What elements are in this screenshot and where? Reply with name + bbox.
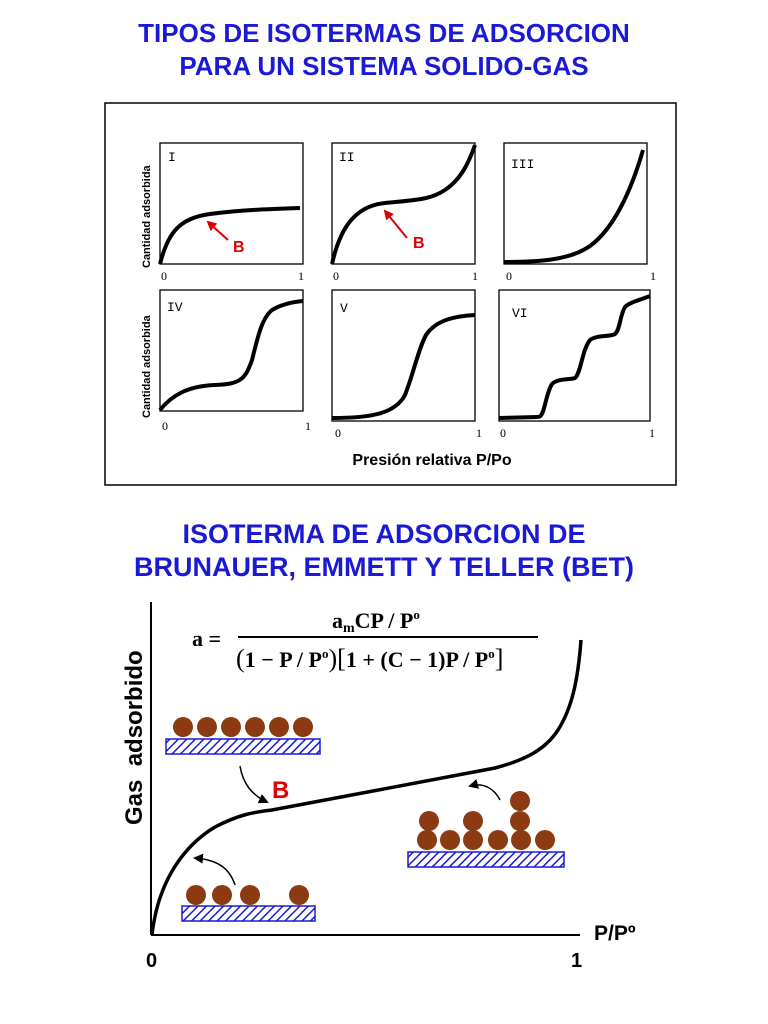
curve-type-i bbox=[158, 206, 301, 265]
panel-iv: IV 0 1 bbox=[158, 289, 311, 433]
panel-iv-tick-1: 1 bbox=[305, 419, 311, 433]
panel-iv-tick-0: 0 bbox=[162, 419, 168, 433]
arrow-to-initial bbox=[193, 853, 236, 886]
bet-b-label: B bbox=[272, 777, 289, 804]
panel-ii-label: II bbox=[339, 150, 355, 165]
curve-type-v bbox=[331, 313, 476, 420]
curve-type-ii bbox=[330, 144, 477, 265]
panel-iii-label: III bbox=[511, 157, 534, 172]
panel-v-tick-0: 0 bbox=[335, 426, 341, 440]
isotherm-xlabel: Presión relativa P/Po bbox=[352, 452, 511, 469]
formula-lhs: a = bbox=[192, 626, 221, 651]
curve-type-iii bbox=[503, 149, 645, 264]
panel-ii-b-arrow bbox=[383, 209, 408, 239]
bet-isotherm-curve bbox=[150, 639, 583, 936]
panel-vi-label: VI bbox=[512, 306, 528, 321]
panel-v-tick-1: 1 bbox=[476, 426, 482, 440]
formula-numerator: amCP / Po bbox=[332, 607, 420, 636]
panel-i-b-label: B bbox=[233, 239, 245, 256]
bet-title-line-1: ISOTERMA DE ADSORCION DE bbox=[182, 519, 586, 549]
panel-iii-tick-0: 0 bbox=[506, 269, 512, 283]
panel-i-label: I bbox=[168, 150, 176, 165]
bet-title-line-2: BRUNAUER, EMMETT Y TELLER (BET) bbox=[133, 552, 634, 582]
panel-ii-b-label: B bbox=[413, 235, 425, 252]
panel-i-tick-1: 1 bbox=[298, 269, 304, 283]
surface-multilayer bbox=[407, 851, 565, 868]
bet-title: ISOTERMA DE ADSORCION DE BRUNAUER, EMMET… bbox=[0, 518, 768, 584]
panel-i: I B 0 1 bbox=[158, 142, 304, 283]
panel-iii-tick-1: 1 bbox=[650, 269, 656, 283]
curve-type-vi bbox=[498, 294, 651, 420]
arrow-to-multilayer bbox=[468, 779, 501, 801]
bet-x-max: 1 bbox=[571, 950, 582, 972]
panel-iii: III 0 1 bbox=[503, 142, 656, 283]
multilayer-illustration bbox=[407, 791, 565, 868]
top-title-line-2: PARA UN SISTEMA SOLIDO-GAS bbox=[179, 51, 589, 81]
bet-ylabel: Gas adsorbido bbox=[121, 650, 148, 825]
formula-denominator: (1 − P / Po)[1 + (C − 1)P / Po] bbox=[236, 644, 503, 673]
panel-vi-tick-1: 1 bbox=[649, 426, 655, 440]
sparse-coverage-illustration bbox=[181, 885, 316, 922]
panel-ii: II B 0 1 bbox=[330, 142, 478, 283]
arrow-to-b bbox=[239, 765, 269, 804]
panel-ii-tick-1: 1 bbox=[472, 269, 478, 283]
surface-monolayer bbox=[165, 738, 321, 755]
panel-iv-label: IV bbox=[167, 300, 183, 315]
bet-xlabel: P/Pº bbox=[594, 922, 636, 945]
ylabel-top-row: Cantidad adsorbida bbox=[141, 164, 153, 268]
panel-vi: VI 0 1 bbox=[498, 289, 655, 440]
top-title-line-1: TIPOS DE ISOTERMAS DE ADSORCION bbox=[138, 18, 630, 48]
panel-vi-tick-0: 0 bbox=[500, 426, 506, 440]
surface-sparse bbox=[181, 905, 316, 922]
panel-i-b-arrow bbox=[206, 220, 229, 241]
bet-formula: a = amCP / Po (1 − P / Po)[1 + (C − 1)P … bbox=[192, 607, 538, 673]
monolayer-illustration bbox=[165, 717, 321, 755]
bet-chart: Gas adsorbido P/Pº 0 1 a = amCP / Po (1 … bbox=[121, 602, 636, 972]
curve-type-iv bbox=[158, 299, 304, 412]
panel-v: V 0 1 bbox=[331, 289, 482, 440]
top-title: TIPOS DE ISOTERMAS DE ADSORCION PARA UN … bbox=[0, 17, 768, 83]
bet-x-min: 0 bbox=[146, 950, 157, 972]
ylabel-bottom-row: Cantidad adsorbida bbox=[141, 314, 153, 418]
isotherm-frame bbox=[104, 102, 677, 486]
panel-ii-tick-0: 0 bbox=[333, 269, 339, 283]
panel-i-tick-0: 0 bbox=[161, 269, 167, 283]
panel-v-label: V bbox=[340, 301, 348, 316]
